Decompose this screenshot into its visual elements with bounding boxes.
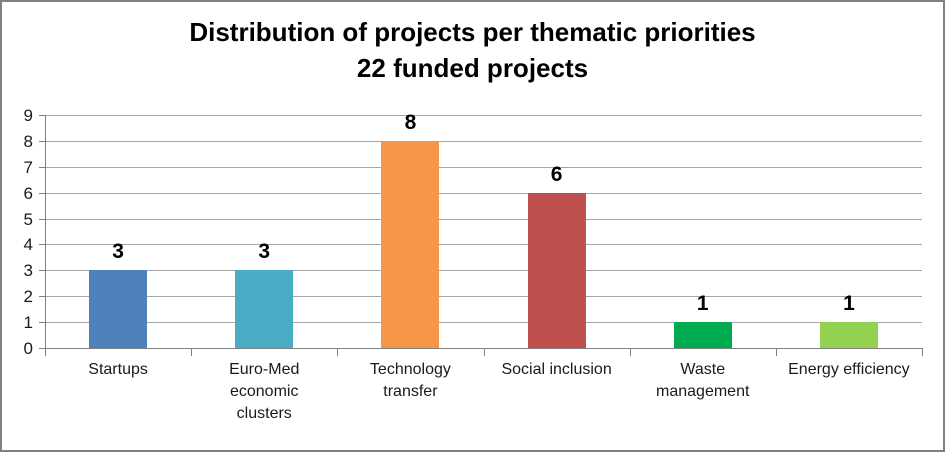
- y-axis-label-7: 7: [23, 157, 33, 177]
- chart-subtitle: 22 funded projects: [356, 53, 589, 83]
- y-axis-label-5: 5: [23, 209, 33, 229]
- gridline-2: [45, 296, 922, 298]
- y-axis-label-2: 2: [23, 287, 33, 307]
- y-tick-9: [39, 115, 45, 116]
- x-tick-2: [337, 348, 339, 356]
- data-label-waste-management: 1: [696, 292, 709, 316]
- x-axis-label-line: economic: [229, 383, 299, 400]
- x-axis-label-technology-transfer: Technology transfer: [337, 359, 483, 403]
- y-tick-4: [39, 244, 45, 246]
- y-tick-5: [39, 218, 45, 220]
- x-axis-label-line: clusters: [236, 405, 292, 422]
- x-tick-0: [45, 348, 46, 356]
- y-axis-label-3: 3: [23, 261, 33, 281]
- y-tick-7: [39, 166, 45, 168]
- y-axis-label-0: 0: [23, 339, 33, 358]
- x-axis-label-waste-management: Waste management: [630, 359, 776, 403]
- x-axis-label-startups: Startups: [45, 359, 191, 381]
- x-tick-4: [629, 348, 631, 356]
- gridline-1: [45, 322, 922, 324]
- chart-title: Distribution of projects per thematic pr…: [189, 17, 756, 47]
- x-tick-1: [191, 348, 193, 356]
- data-label-startups: 3: [112, 240, 124, 264]
- data-label-energy-efficiency: 1: [843, 292, 855, 316]
- x-axis-label-line: Social inclusion: [501, 361, 612, 378]
- x-axis-label-energy-efficiency: Energy efficiency: [776, 359, 922, 381]
- y-tick-6: [39, 192, 45, 194]
- x-axis-line: [45, 348, 923, 349]
- bar-energy-efficiency: [819, 322, 878, 348]
- x-tick-3: [483, 348, 485, 356]
- y-axis-label-4: 4: [23, 235, 33, 255]
- gridline-7: [45, 166, 922, 168]
- y-axis-label-1: 1: [23, 313, 33, 333]
- bar-waste-management: [673, 322, 732, 348]
- y-tick-8: [39, 140, 45, 142]
- y-tick-0: [39, 348, 45, 349]
- x-axis-label-line: Technology: [369, 361, 451, 378]
- bar-social-inclusion: [527, 192, 586, 348]
- gridline-9: [45, 115, 922, 116]
- y-axis-label-6: 6: [23, 183, 33, 203]
- x-axis-label-social-inclusion: Social inclusion: [484, 359, 630, 381]
- x-axis-label-line: transfer: [383, 383, 438, 400]
- x-axis-label-line: Waste: [680, 361, 726, 378]
- gridline-3: [45, 270, 922, 272]
- data-label-technology-transfer: 8: [404, 110, 417, 134]
- x-tick-end: [922, 348, 923, 356]
- chart-title-block: Distribution of projects per thematic pr…: [2, 14, 943, 86]
- gridline-8: [45, 140, 922, 142]
- data-label-social-inclusion: 6: [550, 162, 563, 186]
- y-tick-3: [39, 270, 45, 272]
- x-axis-label-line: Startups: [88, 361, 148, 378]
- x-axis-label-line: management: [656, 383, 750, 400]
- gridline-5: [45, 218, 922, 220]
- gridline-6: [45, 192, 922, 194]
- y-axis-label-9: 9: [23, 106, 33, 125]
- gridline-4: [45, 244, 922, 246]
- y-tick-1: [39, 322, 45, 324]
- data-label-euro-med-economic-clusters: 3: [258, 240, 271, 264]
- x-axis-label-euro-med-economic-clusters: Euro-Med economic clusters: [191, 359, 337, 425]
- bar-technology-transfer: [381, 140, 440, 348]
- bar-startups: [89, 270, 148, 348]
- bar-euro-med-economic-clusters: [235, 270, 294, 348]
- x-axis-label-line: Euro-Med: [229, 361, 300, 378]
- x-tick-5: [775, 348, 777, 356]
- x-axis-label-line: Energy efficiency: [788, 361, 910, 378]
- y-tick-2: [39, 296, 45, 298]
- y-axis-label-8: 8: [23, 131, 33, 151]
- y-axis-line: [45, 115, 46, 348]
